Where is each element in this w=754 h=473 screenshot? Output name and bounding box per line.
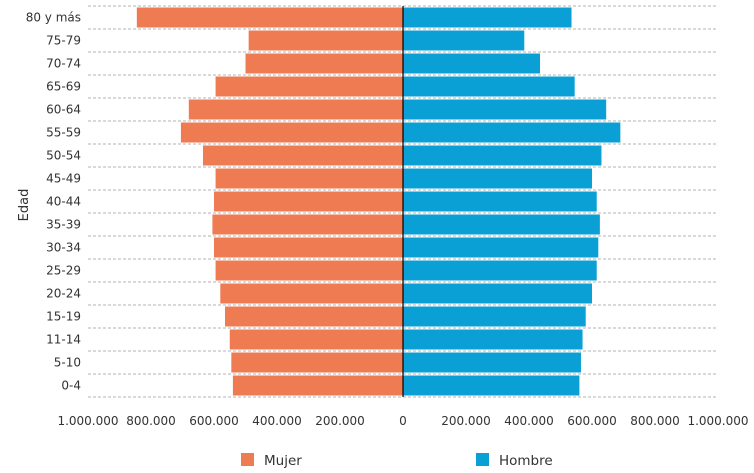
bar-hombre-60-64 [403,99,607,120]
bar-hombre-70-74 [403,53,541,74]
bar-mujer-80-y-más [136,7,403,28]
bar-mujer-75-79 [248,30,403,51]
bar-mujer-65-69 [215,76,403,97]
x-tick-label: 600.000 [189,414,239,428]
legend-swatch-hombre [476,453,489,466]
y-tick-label: 30-34 [46,241,81,255]
legend-label-mujer: Mujer [264,453,302,469]
bar-hombre-5-10 [403,352,581,373]
x-tick-label: 800.000 [630,414,680,428]
bar-mujer-30-34 [214,237,403,258]
y-tick-label: 11-14 [46,333,81,347]
bar-mujer-60-64 [188,99,403,120]
bar-mujer-55-59 [180,122,403,143]
y-tick-label: 50-54 [46,149,81,163]
bar-mujer-35-39 [212,214,403,235]
bar-mujer-20-24 [220,283,403,304]
legend-swatch-mujer [241,453,254,466]
bar-mujer-11-14 [229,329,403,350]
y-tick-label: 5-10 [54,356,81,370]
y-tick-label: 25-29 [46,264,81,278]
bar-mujer-70-74 [245,53,403,74]
bar-hombre-0-4 [403,375,580,396]
x-tick-label: 800.000 [126,414,176,428]
y-tick-label: 55-59 [46,126,81,140]
x-tick-label: 400.000 [252,414,302,428]
y-tick-label: 15-19 [46,310,81,324]
y-tick-label: 0-4 [61,379,81,393]
x-tick-label: 200.000 [315,414,365,428]
bar-hombre-80-y-más [403,7,572,28]
bar-mujer-45-49 [215,168,403,189]
bar-hombre-15-19 [403,306,586,327]
legend-label-hombre: Hombre [499,453,553,469]
bar-hombre-35-39 [403,214,600,235]
bar-hombre-25-29 [403,260,597,281]
bar-hombre-11-14 [403,329,583,350]
x-tick-label: 600.000 [567,414,617,428]
bar-mujer-50-54 [202,145,403,166]
bar-hombre-45-49 [403,168,592,189]
y-axis-title: Edad [17,189,32,222]
y-tick-label: 70-74 [46,57,81,71]
bar-mujer-25-29 [215,260,403,281]
x-tick-label: 1.000.000 [57,414,118,428]
y-tick-label: 75-79 [46,34,81,48]
bar-hombre-20-24 [403,283,592,304]
y-tick-label: 35-39 [46,218,81,232]
x-tick-labels: 1.000.000 800.000 600.000 400.000 200.000 0 20… [57,414,748,428]
bar-mujer-5-10 [231,352,403,373]
bar-mujer-40-44 [214,191,403,212]
y-tick-labels: 0-4 5-10 11-14 15-19 20-24 25-29 30-34 35-39 40-… [26,11,81,393]
y-tick-label: 80 y más [26,11,81,25]
bars [136,6,621,397]
y-tick-label: 60-64 [46,103,81,117]
x-tick-label: 1.000.000 [687,414,748,428]
bar-hombre-30-34 [403,237,599,258]
legend: Mujer Hombre [241,453,553,469]
bar-mujer-15-19 [225,306,403,327]
bar-mujer-0-4 [232,375,403,396]
y-tick-label: 20-24 [46,287,81,301]
x-tick-label: 200.000 [441,414,491,428]
bar-hombre-50-54 [403,145,602,166]
x-tick-label: 0 [399,414,407,428]
x-tick-label: 400.000 [504,414,554,428]
bar-hombre-40-44 [403,191,597,212]
bar-hombre-75-79 [403,30,525,51]
bar-hombre-55-59 [403,122,621,143]
y-tick-label: 45-49 [46,172,81,186]
y-tick-label: 40-44 [46,195,81,209]
bar-hombre-65-69 [403,76,575,97]
y-tick-label: 65-69 [46,80,81,94]
